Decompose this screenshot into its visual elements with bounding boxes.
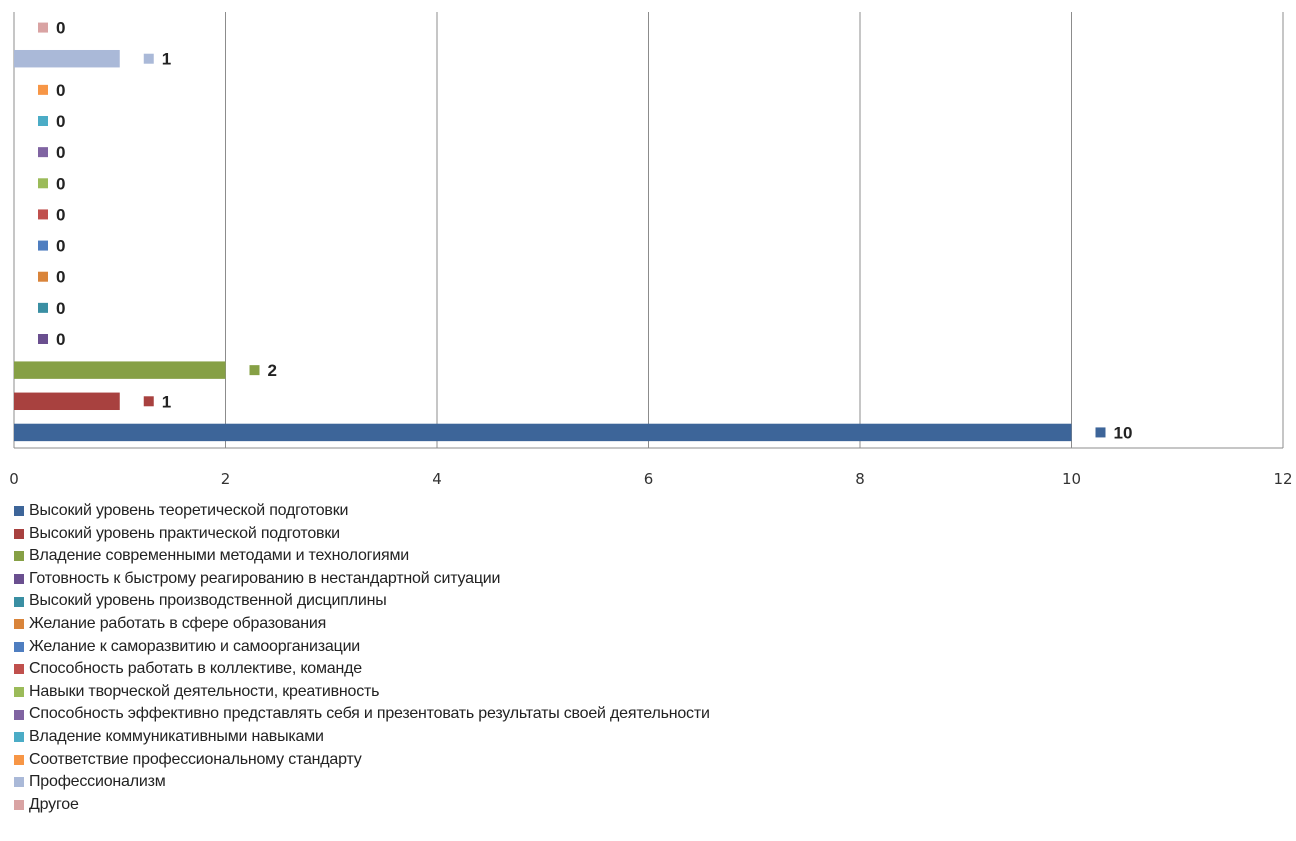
data-label-marker xyxy=(1095,427,1106,438)
legend-swatch xyxy=(14,596,24,607)
x-axis-ticks: 0 2 4 6 8 10 12 xyxy=(9,470,1292,488)
legend-swatch xyxy=(14,619,24,630)
data-label: 0 xyxy=(56,112,65,131)
legend-swatch xyxy=(14,641,24,652)
data-label: 0 xyxy=(56,330,65,349)
data-label: 0 xyxy=(56,81,65,100)
x-tick-label: 10 xyxy=(1062,470,1081,488)
bar xyxy=(14,392,120,411)
legend-label: Высокий уровень теоретической подготовки xyxy=(29,502,349,519)
legend-label: Высокий уровень практической подготовки xyxy=(29,524,340,542)
x-tick-label: 0 xyxy=(9,470,19,488)
data-label-marker xyxy=(143,53,154,64)
legend-item: Готовность к быстрому реагированию в нес… xyxy=(14,568,710,591)
legend-swatch xyxy=(14,754,24,765)
legend-swatch xyxy=(14,800,24,811)
legend-item: Владение современными методами и техноло… xyxy=(14,545,710,568)
x-tick-label: 2 xyxy=(221,470,231,488)
legend-item: Другое xyxy=(14,794,710,817)
data-label: 0 xyxy=(56,143,65,162)
data-label-marker xyxy=(249,365,260,376)
gridlines xyxy=(13,12,1284,449)
legend-swatch xyxy=(14,574,24,585)
data-label: 0 xyxy=(56,237,65,256)
data-label-marker xyxy=(38,147,48,158)
legend-label: Желание работать в сфере образования xyxy=(29,614,327,632)
legend-swatch xyxy=(14,551,24,562)
data-label: 1 xyxy=(162,50,171,69)
legend-item: Способность работать в коллективе, коман… xyxy=(14,658,710,681)
legend-swatch xyxy=(14,506,24,517)
data-label-marker xyxy=(38,22,48,33)
legend-item: Желание к саморазвитию и самоорганизации xyxy=(14,636,710,659)
data-label-marker xyxy=(38,209,48,220)
legend-item: Высокий уровень производственной дисципл… xyxy=(14,590,710,613)
legend-label: Желание к саморазвитию и самоорганизации xyxy=(29,637,361,655)
data-label-marker xyxy=(38,240,48,251)
legend-swatch xyxy=(14,732,24,743)
data-label-marker xyxy=(38,334,48,344)
legend-item: Навыки творческой деятельности, креативн… xyxy=(14,681,710,704)
legend-label: Навыки творческой деятельности, креативн… xyxy=(29,682,380,700)
legend-swatch xyxy=(14,528,24,539)
legend-item: Высокий уровень теоретической подготовки xyxy=(14,500,710,523)
legend-label: Соответствие профессиональному стандарту xyxy=(29,750,362,768)
legend-label: Владение коммуникативными навыками xyxy=(29,727,324,745)
x-tick-label: 12 xyxy=(1273,470,1292,488)
legend: Высокий уровень теоретической подготовки… xyxy=(14,500,710,816)
legend-swatch xyxy=(14,709,24,720)
x-tick-label: 6 xyxy=(644,470,654,488)
legend-item: Соответствие профессиональному стандарту xyxy=(14,749,710,772)
x-tick-label: 4 xyxy=(432,470,442,488)
data-label: 0 xyxy=(56,268,65,287)
data-label-marker xyxy=(143,396,154,407)
legend-item: Желание работать в сфере образования xyxy=(14,613,710,636)
legend-item: Высокий уровень практической подготовки xyxy=(14,523,710,546)
legend-swatch xyxy=(14,777,24,788)
data-label: 2 xyxy=(268,361,277,380)
data-label: 0 xyxy=(56,299,65,318)
legend-item: Профессионализм xyxy=(14,771,710,794)
data-label-marker xyxy=(38,178,48,189)
data-label-marker xyxy=(38,271,48,282)
legend-label: Высокий уровень производственной дисципл… xyxy=(29,592,387,610)
data-label-marker xyxy=(38,116,48,126)
bars xyxy=(14,49,1072,442)
data-label: 0 xyxy=(56,174,65,193)
bar xyxy=(14,361,226,379)
legend-label: Другое xyxy=(29,795,79,813)
x-tick-label: 8 xyxy=(855,470,865,488)
legend-swatch xyxy=(14,664,24,675)
legend-item: Способность эффективно представлять себя… xyxy=(14,703,710,726)
bar xyxy=(14,49,120,68)
data-label: 1 xyxy=(162,392,171,411)
data-label: 0 xyxy=(56,205,65,224)
legend-swatch xyxy=(14,687,24,698)
data-label: 10 xyxy=(1114,423,1133,442)
legend-item: Владение коммуникативными навыками xyxy=(14,726,710,749)
data-label-marker xyxy=(38,84,48,95)
legend-label: Способность работать в коллективе, коман… xyxy=(29,660,362,678)
data-label-marker xyxy=(38,302,48,313)
legend-label: Способность эффективно представлять себя… xyxy=(29,705,710,723)
legend-label: Готовность к быстрому реагированию в нес… xyxy=(29,569,501,587)
legend-label: Профессионализм xyxy=(29,773,166,791)
data-label: 0 xyxy=(56,19,65,38)
bar xyxy=(14,423,1072,442)
label-markers xyxy=(38,22,1106,438)
legend-label: Владение современными методами и техноло… xyxy=(29,547,410,565)
